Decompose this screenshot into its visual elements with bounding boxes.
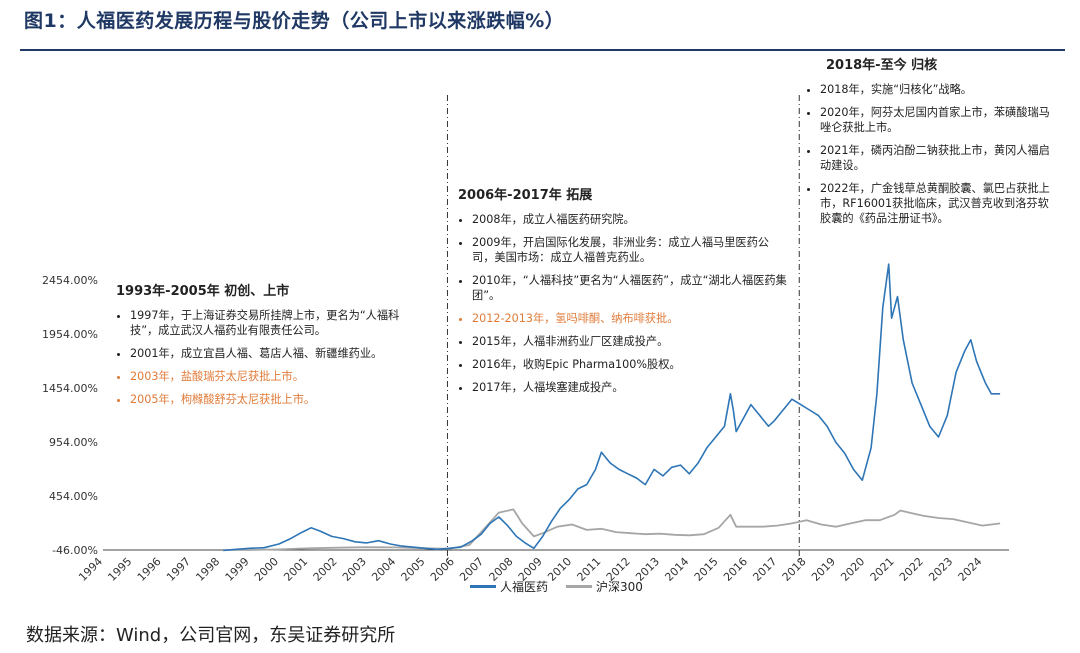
x-tick-label: 2001 <box>281 555 310 584</box>
legend-label: 人福医药 <box>500 580 549 594</box>
x-tick-label: 2017 <box>750 555 779 584</box>
milestone-item: 2021年，磷丙泊酚二钠获批上市，黄冈人福启动建设。 <box>820 143 1056 173</box>
milestone-item: 2005年，枸橼酸舒芬太尼获批上市。 <box>130 392 416 407</box>
x-tick-label: 2019 <box>809 555 838 584</box>
phase-2-box: 2006年-2017年 拓展 2008年，成立人福医药研究院。 2009年，开启国… <box>458 188 788 403</box>
phase-list: 2008年，成立人福医药研究院。 2009年，开启国际化发展，非洲业务：成立人福马… <box>458 212 788 395</box>
x-tick-label: 2006 <box>428 555 457 584</box>
phase-list: 1997年，于上海证券交易所挂牌上市，更名为“人福科技”，成立武汉人福药业有限责… <box>116 308 416 407</box>
series-line-b <box>223 508 1001 551</box>
series-line-a <box>223 263 1001 552</box>
series-lines <box>223 263 1001 552</box>
phase-3-box: 2018年-至今 归核 2018年，实施“归核化”战略。 2020年，阿芬太尼国内… <box>806 58 1056 234</box>
x-tick-label: 2002 <box>311 555 340 584</box>
milestone-item: 2016年，收购Epic Pharma100%股权。 <box>472 357 788 372</box>
phase-title: 1993年-2005年 初创、上市 <box>116 284 290 299</box>
y-axis: -46.00% 454.00% 954.00% 1454.00% 1954.00% 245… <box>42 274 1009 557</box>
milestone-item: 2010年，“人福科技”更名为“人福医药”，成立“湖北人福医药集团”。 <box>472 273 788 303</box>
y-tick-label: 1954.00% <box>42 328 98 341</box>
x-tick-label: 2004 <box>369 555 398 584</box>
y-tick-label: 2454.00% <box>42 274 98 287</box>
source-note: 数据来源：Wind，公司官网，东吴证券研究所 <box>26 625 396 646</box>
legend-swatch <box>566 585 593 588</box>
x-tick-label: 2003 <box>340 555 369 584</box>
x-tick-label: 2000 <box>252 555 281 584</box>
x-tick-label: 1997 <box>164 555 193 584</box>
x-tick-label: 2014 <box>662 555 691 584</box>
milestone-item: 2020年，阿芬太尼国内首家上市，苯磺酸瑞马唑仑获批上市。 <box>820 105 1056 135</box>
legend: 人福医药 沪深300 <box>470 578 643 595</box>
y-tick-label: 454.00% <box>49 490 98 503</box>
x-tick-label: 2016 <box>721 555 750 584</box>
milestone-item: 1997年，于上海证券交易所挂牌上市，更名为“人福科技”，成立武汉人福药业有限责… <box>130 308 416 338</box>
x-tick-label: 2024 <box>956 555 985 584</box>
title-divider <box>20 49 1065 51</box>
x-tick-label: 1995 <box>105 555 134 584</box>
x-tick-label: 1998 <box>193 555 222 584</box>
x-tick-label: 1999 <box>223 555 252 584</box>
stock-chart: -46.00% 454.00% 954.00% 1454.00% 1954.00% 245… <box>42 95 1009 584</box>
y-tick-label: -46.00% <box>52 544 98 557</box>
x-tick-label: 1994 <box>76 555 105 584</box>
milestone-item: 2017年，人福埃塞建成投产。 <box>472 380 788 395</box>
x-tick-label: 2005 <box>399 555 428 584</box>
x-tick-label: 2022 <box>897 555 926 584</box>
legend-item-a: 人福医药 <box>470 578 548 595</box>
y-tick-label: 1454.00% <box>42 382 98 395</box>
y-tick-label: 954.00% <box>49 436 98 449</box>
figure-title: 图1：人福医药发展历程与股价走势（公司上市以来涨跌幅%） <box>24 10 565 32</box>
x-tick-label: 2021 <box>868 555 897 584</box>
phase-title: 2018年-至今 归核 <box>826 58 938 73</box>
x-tick-label: 2015 <box>692 555 721 584</box>
milestone-item: 2003年，盐酸瑞芬太尼获批上市。 <box>130 369 416 384</box>
phase-list: 2018年，实施“归核化”战略。 2020年，阿芬太尼国内首家上市，苯磺酸瑞马唑仑… <box>806 82 1056 226</box>
milestone-item: 2012-2013年，氢吗啡酮、纳布啡获批。 <box>472 311 788 326</box>
x-tick-label: 2020 <box>838 555 867 584</box>
milestone-item: 2018年，实施“归核化”战略。 <box>820 82 1056 97</box>
legend-swatch <box>470 585 496 588</box>
milestone-item: 2015年，人福非洲药业厂区建成投产。 <box>472 334 788 349</box>
legend-item-b: 沪深300 <box>566 578 643 595</box>
x-tick-label: 2023 <box>926 555 955 584</box>
x-tick-label: 1996 <box>135 555 164 584</box>
x-tick-label: 2018 <box>780 555 809 584</box>
milestone-item: 2022年，广金钱草总黄酮胶囊、氯巴占获批上市，RF16001获批临床，武汉普克… <box>820 181 1056 226</box>
milestone-item: 2009年，开启国际化发展，非洲业务：成立人福马里医药公司，美国市场：成立人福普… <box>472 235 788 265</box>
milestone-item: 2008年，成立人福医药研究院。 <box>472 212 788 227</box>
milestone-item: 2001年，成立宜昌人福、葛店人福、新疆维药业。 <box>130 346 416 361</box>
phase-title: 2006年-2017年 拓展 <box>458 188 593 203</box>
phase-1-box: 1993年-2005年 初创、上市 1997年，于上海证券交易所挂牌上市，更名为… <box>116 284 416 415</box>
legend-label: 沪深300 <box>596 580 643 594</box>
